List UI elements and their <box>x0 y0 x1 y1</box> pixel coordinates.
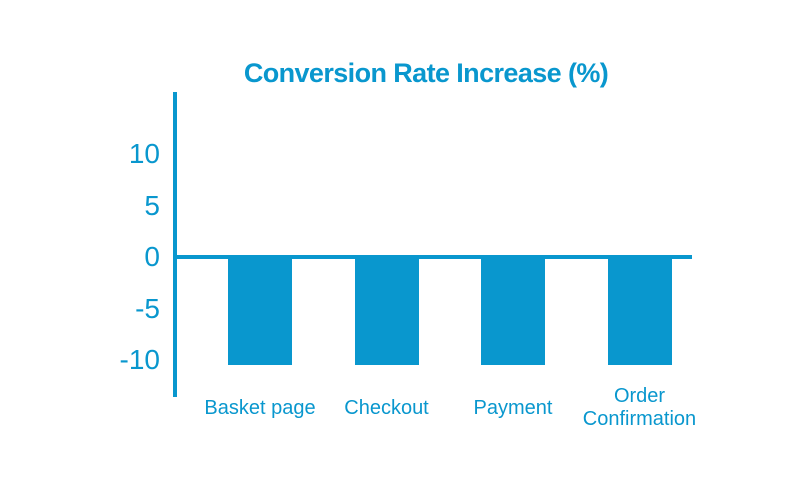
x-category-label: Checkout <box>344 396 429 419</box>
bar-checkout <box>354 257 419 366</box>
x-category-label: Order Confirmation <box>582 385 697 430</box>
x-category-label: Basket page <box>204 396 316 419</box>
y-tick-label: 0 <box>144 241 160 272</box>
bar-order-confirmation <box>607 257 672 366</box>
x-category-label: Payment <box>473 396 553 419</box>
y-tick-label: 10 <box>128 138 160 169</box>
bar-basket-page <box>228 257 292 366</box>
x-axis-zero-line <box>173 255 692 259</box>
y-tick-label: -5 <box>135 292 160 324</box>
chart-title: Conversion Rate Increase (%) <box>243 58 609 88</box>
y-tick-label: 5 <box>144 189 160 221</box>
y-axis-line <box>173 92 177 397</box>
y-tick-label: -10 <box>119 344 160 375</box>
bar-payment <box>481 257 545 366</box>
